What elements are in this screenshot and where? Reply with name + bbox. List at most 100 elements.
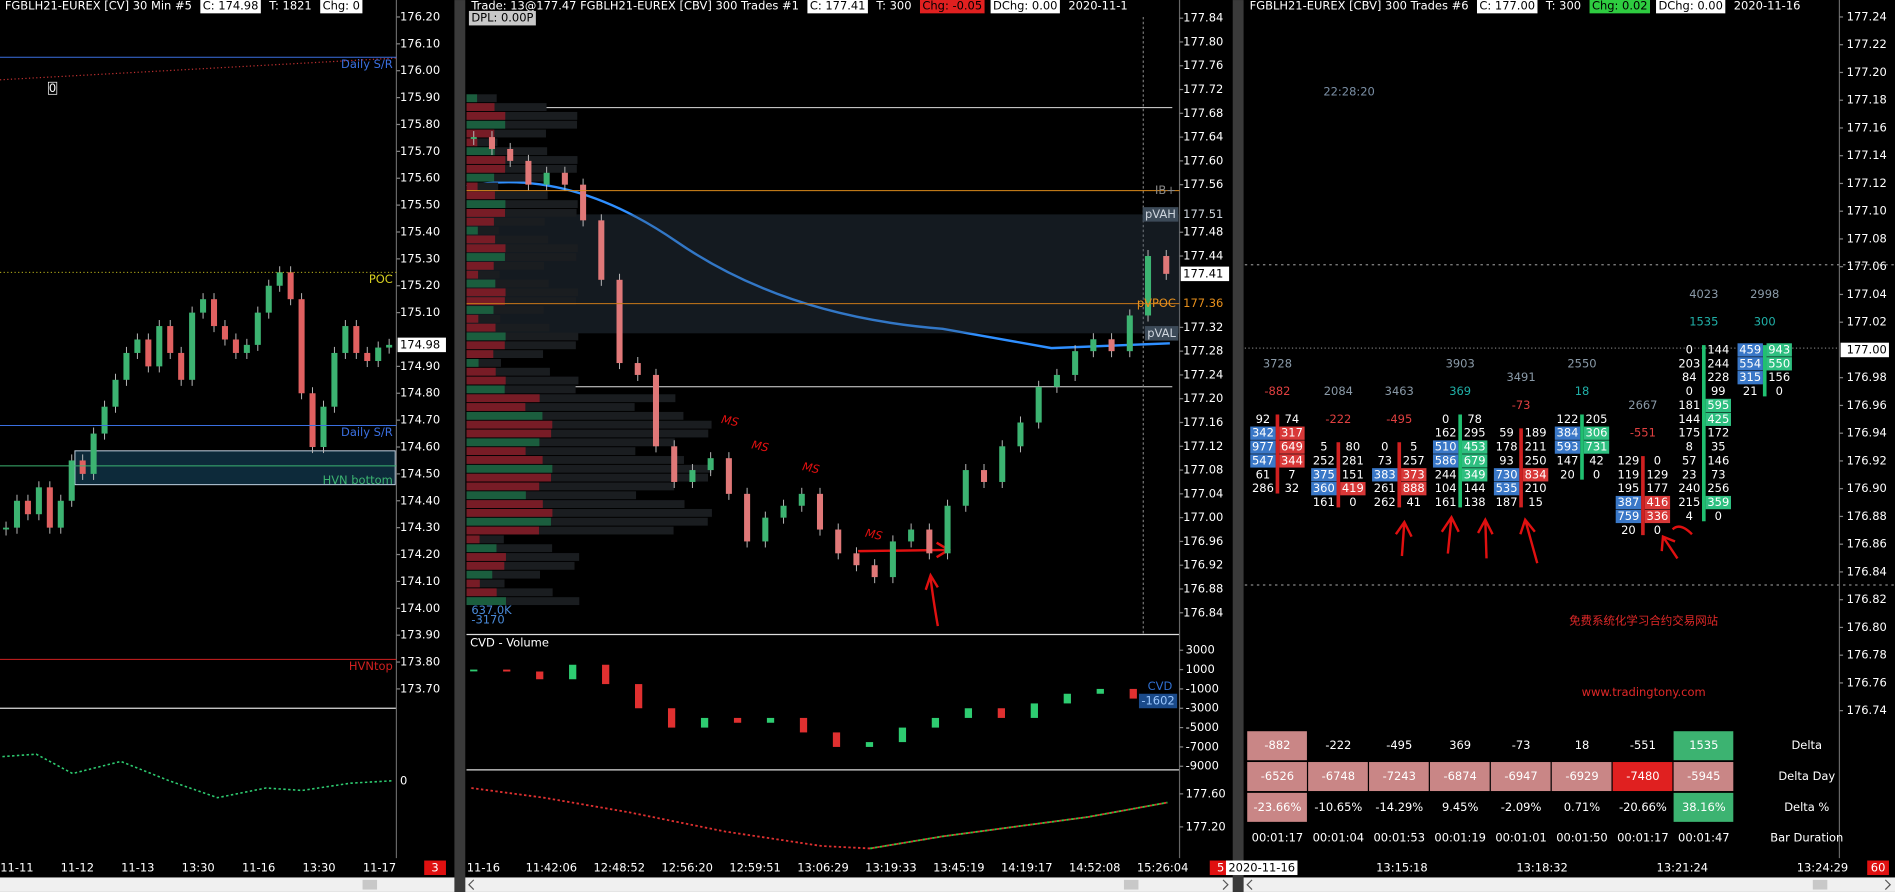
table-cell	[1429, 762, 1490, 792]
table-value: 369	[1449, 738, 1471, 752]
fp-delta: -73	[1512, 398, 1531, 412]
fp-cell	[1279, 426, 1305, 440]
cvd-bar	[964, 708, 973, 718]
fp-value: 144	[1678, 412, 1700, 426]
fp-delta: 369	[1449, 384, 1471, 398]
scrollbar[interactable]	[1243, 877, 1895, 892]
scroll-arrow[interactable]	[468, 879, 1892, 890]
candle	[309, 393, 316, 448]
fp-value: 281	[1342, 453, 1364, 467]
candle	[671, 446, 678, 482]
cvd-bar	[569, 664, 577, 680]
scrollbar[interactable]	[465, 877, 1233, 892]
fp-value: 104	[1435, 481, 1457, 495]
fp-value: 0	[1715, 509, 1722, 523]
profile-bar	[466, 156, 506, 164]
corner-label: 3	[431, 860, 438, 874]
candle	[13, 500, 21, 528]
profile-bar	[466, 261, 545, 270]
table-cell	[1673, 731, 1734, 761]
fp-body	[1275, 414, 1280, 494]
fp-value: 256	[1707, 481, 1729, 495]
profile-bar	[466, 288, 579, 297]
scroll-thumb[interactable]	[1123, 879, 1139, 890]
y-tick-label: 176.88	[1183, 581, 1223, 595]
time-label: 11:42:06	[526, 860, 578, 874]
candle	[1053, 374, 1060, 387]
fp-total: 3903	[1446, 356, 1475, 370]
fp-value: 593	[1557, 440, 1579, 454]
profile-bar	[466, 420, 553, 429]
fp-value: 99	[1711, 384, 1726, 398]
scroll-thumb[interactable]	[362, 879, 378, 890]
fp-delta: -495	[1386, 412, 1412, 426]
table-value: -20.66%	[1619, 800, 1667, 814]
table-cell	[1308, 731, 1368, 761]
fp-value: 510	[1435, 440, 1457, 454]
profile-bar	[466, 482, 540, 491]
table-value: -551	[1630, 738, 1656, 752]
cvd-bar	[1096, 688, 1104, 694]
profile-bar	[466, 456, 543, 464]
candle	[507, 148, 514, 161]
time-label: 15:26:04	[1137, 860, 1189, 874]
fp-value: 181	[1678, 398, 1700, 412]
level-label: HVN bottom	[323, 473, 393, 487]
table-cell	[1551, 762, 1612, 792]
table-cell	[1369, 762, 1429, 792]
y-tick-label: 176.90	[1847, 481, 1887, 495]
fp-body	[1458, 414, 1462, 508]
header-item: Trade: 13@177.47 FGBLH21-EUREX [CBV] 300…	[470, 0, 799, 13]
y-tick-label: 177.04	[1183, 486, 1223, 500]
profile-bar	[466, 226, 499, 235]
fp-value: 20	[1621, 523, 1636, 537]
fp-value: 144	[1464, 481, 1486, 495]
time-label: 13:45:19	[933, 860, 985, 874]
cvd-bar	[667, 708, 676, 728]
y-tick-label: 177.56	[1183, 177, 1223, 191]
cvd-bar	[898, 727, 907, 743]
level-label: POC	[369, 272, 393, 286]
fp-value: 5	[1320, 440, 1327, 454]
candle	[1035, 386, 1042, 423]
profile-bar	[466, 235, 549, 244]
y-tick-label: 176.76	[1847, 675, 1887, 689]
fp-value: 295	[1464, 426, 1486, 440]
indicator-line	[471, 787, 1168, 850]
table-value: -6929	[1565, 769, 1598, 783]
fp-value: 679	[1464, 453, 1486, 467]
profile-bar	[466, 367, 550, 376]
header-item: T: 1821	[268, 0, 311, 13]
fp-value: 306	[1586, 426, 1608, 440]
table-cell	[1369, 731, 1429, 761]
table-cell	[1429, 792, 1490, 822]
fp-value: 178	[1496, 440, 1518, 454]
fp-value: 731	[1586, 440, 1608, 454]
fp-total: 2667	[1628, 398, 1657, 412]
profile-bar	[466, 191, 495, 200]
fp-value: 262	[1374, 495, 1396, 509]
y-tick-label: 177.32	[1183, 320, 1223, 334]
scrollbar[interactable]	[0, 877, 455, 892]
table-value: -6526	[1261, 769, 1294, 783]
corner-label: 5	[1217, 860, 1224, 874]
profile-bar	[466, 438, 540, 447]
fp-value: 177	[1646, 481, 1668, 495]
table-cell	[1551, 792, 1612, 822]
corner-box	[424, 860, 446, 876]
y-tick-label: 173.90	[400, 628, 440, 642]
candle	[689, 470, 696, 482]
y-tick-label: 174.40	[400, 493, 440, 507]
time-label: 13:24:29	[1797, 860, 1849, 874]
y-tick-label: 177.20	[1183, 391, 1223, 405]
fp-value: 57	[1682, 453, 1697, 467]
scroll-thumb[interactable]	[1812, 879, 1828, 890]
watermark: 免费系统化学习合约交易网站	[1569, 614, 1719, 628]
fp-delta: -551	[1630, 426, 1656, 440]
fp-value: 92	[1256, 412, 1271, 426]
table-cell	[1551, 823, 1612, 853]
fp-body	[1580, 414, 1584, 480]
fp-body	[1336, 442, 1341, 508]
profile-bar	[466, 217, 545, 226]
y-tick-label: 176.74	[1847, 703, 1887, 717]
